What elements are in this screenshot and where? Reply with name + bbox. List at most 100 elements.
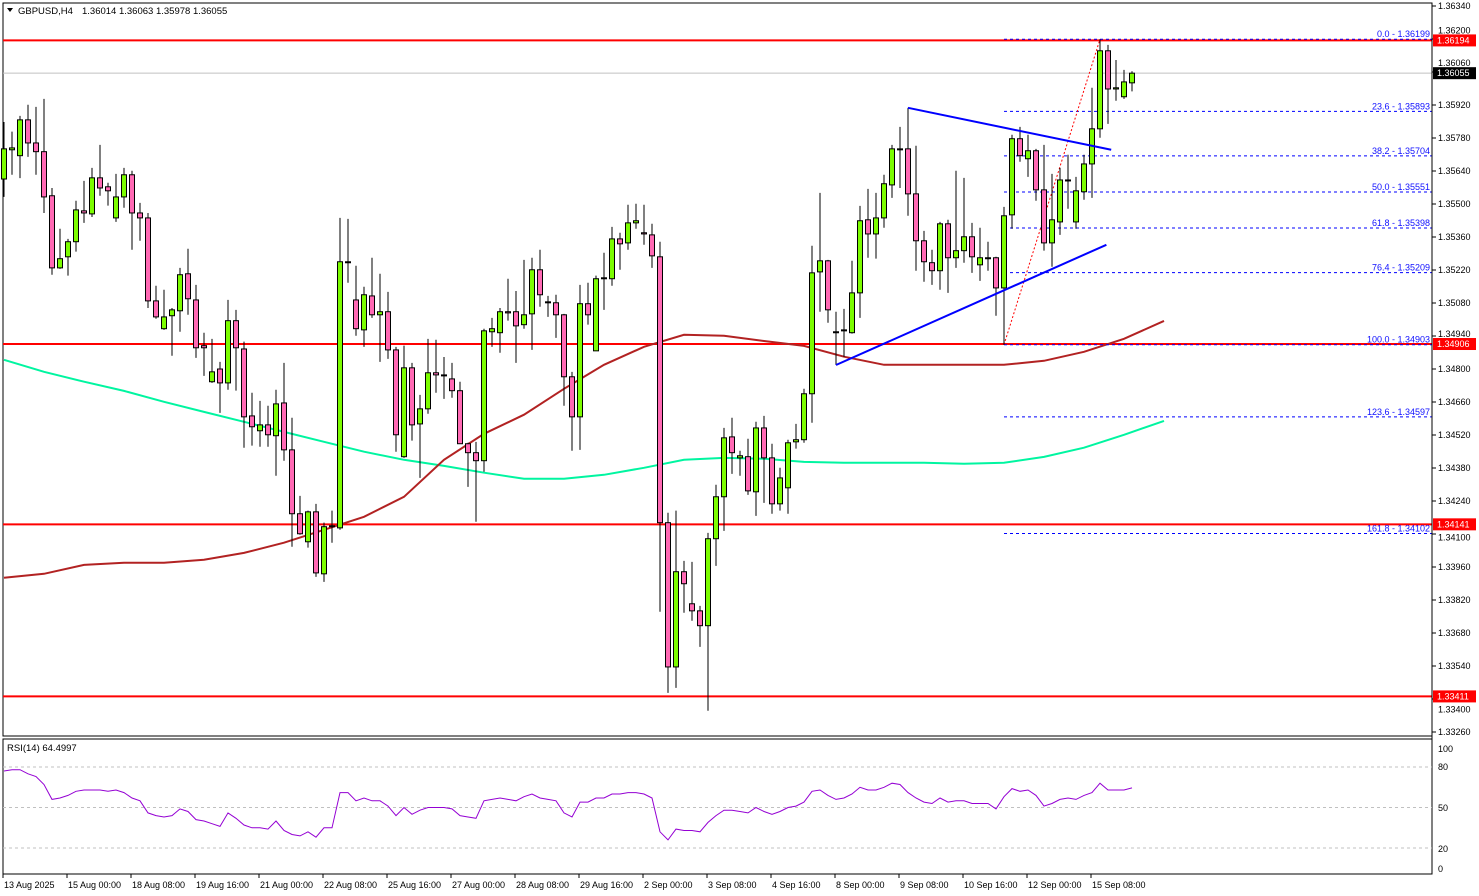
candle-body	[49, 195, 55, 269]
candle-body	[809, 272, 815, 395]
candle-body	[545, 301, 551, 304]
candle	[769, 443, 775, 514]
candle	[457, 381, 463, 445]
candle	[697, 605, 703, 647]
price-tick-label: 1.34100	[1438, 532, 1471, 542]
candle	[1041, 144, 1047, 251]
horizontal-levels	[3, 39, 1432, 698]
candle	[1025, 134, 1031, 177]
candle-body	[1065, 179, 1071, 182]
candle-body	[33, 142, 39, 153]
candle-body	[985, 257, 991, 260]
candle-body	[945, 223, 951, 259]
candle-body	[201, 345, 207, 349]
candle	[961, 177, 967, 263]
candle	[9, 131, 15, 175]
candle	[657, 241, 663, 612]
candle-body	[681, 571, 687, 585]
ohlc-readout: 1.36014 1.36063 1.35978 1.36055	[82, 6, 227, 17]
candle-body	[385, 311, 391, 351]
candle	[1129, 71, 1135, 92]
candle	[201, 332, 207, 376]
candle-body	[25, 119, 31, 144]
fib-level-label: 76.4 - 1.35209	[1372, 263, 1430, 273]
candle	[417, 394, 423, 478]
trendlines[interactable]	[835, 106, 1112, 366]
candle-body	[209, 371, 215, 383]
candle-body	[961, 236, 967, 252]
candle	[153, 285, 159, 319]
candle-body	[537, 269, 543, 296]
candle	[425, 338, 431, 414]
candle	[865, 188, 871, 258]
candle	[1033, 148, 1039, 201]
fib-level-label: 0.0 - 1.36199	[1377, 29, 1430, 39]
time-tick-label: 22 Aug 08:00	[324, 880, 377, 890]
candle-body	[697, 610, 703, 627]
fibonacci-retracement[interactable]: 0.0 - 1.36199 23.6 - 1.35893 38.2 - 1.3570…	[1003, 29, 1432, 535]
candle-body	[801, 393, 807, 441]
candle	[977, 227, 983, 281]
candle-body	[777, 477, 783, 505]
candle	[761, 415, 767, 503]
candle-body	[281, 402, 287, 451]
candle	[641, 204, 647, 245]
symbol-label: GBPUSD,H4	[18, 6, 73, 17]
price-tick-label: 1.35500	[1438, 199, 1471, 209]
chart-header: GBPUSD,H4 1.36014 1.36063 1.35978 1.3605…	[7, 6, 227, 17]
candle	[81, 180, 87, 223]
candle	[553, 294, 559, 338]
candle-body	[57, 258, 63, 269]
candle	[1057, 167, 1063, 235]
candle	[721, 427, 727, 531]
candle	[1049, 173, 1055, 267]
candle	[705, 532, 711, 711]
candle	[785, 439, 791, 514]
candle	[97, 144, 103, 196]
candle	[737, 450, 743, 476]
candle	[465, 442, 471, 487]
candle-body	[433, 372, 439, 376]
candle-body	[105, 186, 111, 192]
candle-body	[969, 236, 975, 258]
trendline[interactable]	[907, 106, 1112, 151]
trendline[interactable]	[835, 243, 1107, 366]
candle-body	[393, 349, 399, 436]
candle-body	[81, 210, 87, 214]
candle	[137, 202, 143, 241]
candle-body	[865, 219, 871, 235]
candle	[385, 291, 391, 359]
candle-body	[65, 241, 71, 258]
time-axis: 13 Aug 2025 15 Aug 00:00 18 Aug 08:00 19 Au…	[2, 874, 1146, 890]
price-tick-label: 1.35920	[1438, 100, 1471, 110]
candle-body	[1073, 190, 1079, 223]
time-tick-label: 25 Aug 16:00	[388, 880, 441, 890]
candle-body	[89, 177, 95, 215]
candle-body	[761, 427, 767, 459]
candle	[1105, 44, 1111, 124]
candle	[233, 309, 239, 391]
candle-body	[345, 261, 351, 264]
current-price-box	[1433, 67, 1476, 80]
candle	[849, 260, 855, 334]
candle	[337, 217, 343, 530]
candle	[489, 317, 495, 347]
candle-body	[297, 513, 303, 535]
current-price-label: 1.36055	[1437, 68, 1470, 78]
candle-body	[977, 257, 983, 266]
candle-body	[657, 256, 663, 524]
candle-body	[841, 329, 847, 332]
price-tick-label: 1.34240	[1438, 496, 1471, 506]
candle	[25, 104, 31, 157]
rsi-plot-frame	[2, 738, 1433, 875]
candle-body	[665, 522, 671, 668]
price-tick-label: 1.35080	[1438, 298, 1471, 308]
candle	[321, 522, 327, 582]
level-price-box	[1433, 690, 1476, 703]
candle-body	[481, 330, 487, 462]
candle	[273, 389, 279, 476]
ma-fast-line	[3, 319, 1165, 579]
price-tick-label: 1.33680	[1438, 628, 1471, 638]
dropdown-triangle-icon[interactable]	[7, 8, 13, 12]
